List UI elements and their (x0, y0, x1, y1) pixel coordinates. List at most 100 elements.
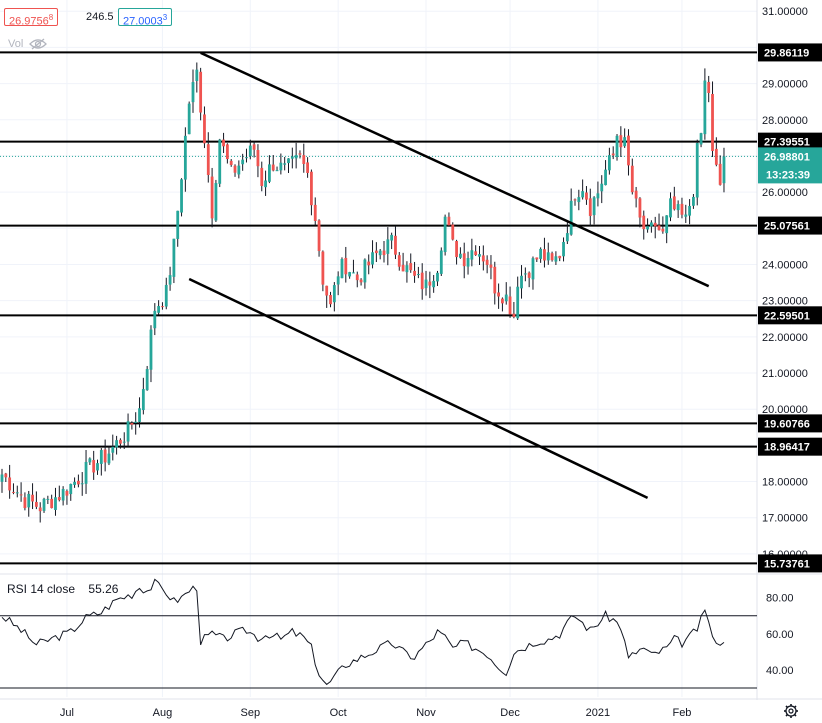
candle-body (88, 458, 92, 463)
candle-body (348, 272, 352, 277)
candle-body (153, 310, 157, 329)
candle-body (245, 157, 248, 159)
candle-body (191, 82, 195, 103)
bid-price-box[interactable]: 26.97568 (4, 8, 59, 28)
rsi-legend[interactable]: RSI 14 close 55.26 (7, 582, 122, 596)
volume-indicator-legend[interactable]: Vol (8, 38, 48, 50)
candle-body (15, 492, 19, 494)
candle-body (459, 253, 462, 258)
candle-body (352, 272, 355, 274)
candle-body (436, 272, 439, 282)
ask-price-box[interactable]: 27.00033 (118, 8, 173, 28)
candle-body (611, 153, 615, 156)
candle-body (516, 286, 520, 319)
candle-body (546, 252, 550, 261)
candle-body (271, 164, 275, 171)
candle-body (462, 253, 466, 267)
bid-price: 26.9756 (9, 15, 49, 28)
candle-body (0, 474, 4, 482)
candle-body (428, 281, 432, 286)
candle-body (134, 421, 138, 423)
candle-body (225, 144, 229, 160)
candle-body (405, 265, 409, 273)
candle-body (401, 264, 405, 272)
candle-body (256, 149, 260, 167)
candle-body (585, 192, 588, 200)
candle-body (138, 408, 141, 422)
candle-body (229, 160, 233, 165)
candle-body (642, 215, 646, 230)
price-axis[interactable]: 31.0000030.0000029.0000028.0000027.00000… (762, 6, 808, 677)
candle-body (80, 483, 84, 485)
candle-body (298, 153, 302, 155)
candle-body (722, 156, 726, 184)
candle-body (447, 216, 451, 226)
level-price-tag (758, 414, 822, 433)
candle-body (623, 137, 627, 147)
candle-body (676, 204, 680, 211)
candle-body (187, 103, 191, 135)
candle-body (523, 273, 527, 275)
candle-body (443, 216, 447, 253)
price-tick-label: 18.00000 (762, 477, 808, 489)
candle-body (42, 498, 46, 511)
candle-body (61, 488, 65, 501)
candle-body (615, 135, 619, 157)
candle-body (12, 491, 15, 493)
candle-body (386, 239, 390, 254)
candle-body (604, 169, 607, 186)
current-price-tag (758, 147, 822, 184)
rsi-tick-label: 60.00 (766, 629, 794, 641)
candle-body (581, 191, 585, 198)
candle-body (382, 250, 386, 256)
candle-body (183, 135, 187, 180)
candle-body (161, 306, 164, 308)
candle-body (596, 193, 600, 199)
candle-body (562, 241, 565, 257)
candle-body (707, 81, 711, 93)
price-tick-label: 26.00000 (762, 187, 808, 199)
candle-body (287, 158, 290, 164)
candle-body (141, 389, 145, 411)
candle-body (672, 196, 676, 210)
candle-body (340, 259, 344, 279)
candle-body (329, 295, 332, 305)
candle-body (294, 155, 298, 159)
candle-body (65, 491, 69, 496)
eye-crossed-icon[interactable] (29, 38, 48, 50)
candle-body (8, 477, 12, 491)
candle-body (485, 259, 489, 265)
candle-body (550, 253, 554, 261)
time-axis[interactable]: Jul Aug Sep Oct Nov Dec 2021 Feb (60, 707, 692, 719)
candle-body (554, 256, 558, 262)
time-tick-label: Dec (500, 707, 520, 719)
volume-label: Vol (8, 38, 24, 50)
candle-body (54, 497, 57, 510)
grid (0, 0, 822, 700)
candle-body (57, 497, 61, 501)
candle-body (355, 274, 359, 281)
candle-body (84, 461, 88, 484)
candle-body (520, 275, 523, 289)
level-price-tag-text: 22.59501 (764, 310, 810, 322)
candle-body (344, 257, 348, 275)
candlestick-series (0, 62, 726, 523)
candle-body (4, 473, 8, 478)
level-price-tag (758, 216, 822, 235)
rsi-pane (0, 578, 757, 689)
candle-body (149, 329, 153, 370)
candle-body (264, 180, 267, 188)
candle-body (478, 254, 481, 257)
gear-icon[interactable] (784, 704, 798, 718)
candle-body (164, 284, 168, 307)
candle-body (126, 421, 130, 442)
candle-body (432, 280, 436, 288)
candle-body (699, 133, 703, 145)
candle-body (46, 498, 50, 500)
candle-body (630, 165, 634, 193)
candle-body (99, 450, 103, 464)
candle-body (336, 276, 340, 285)
candle-body (195, 69, 199, 81)
candle-body (390, 234, 394, 241)
